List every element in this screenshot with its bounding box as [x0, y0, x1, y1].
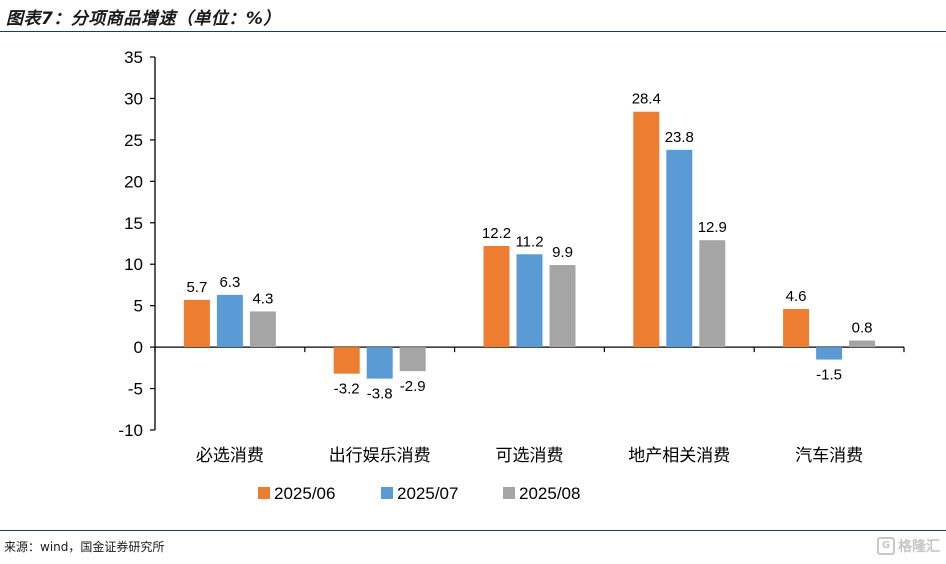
x-category-label: 地产相关消费	[628, 446, 730, 466]
data-label: 23.8	[665, 129, 694, 146]
bar	[333, 347, 360, 374]
data-label: 5.7	[186, 279, 207, 296]
bar	[216, 294, 243, 348]
y-tick-label: 25	[124, 131, 143, 150]
bar	[183, 299, 210, 348]
bar	[816, 347, 843, 360]
data-label: 4.6	[786, 288, 807, 305]
bar	[516, 254, 543, 348]
data-label: -2.9	[400, 378, 426, 395]
x-category-label: 必选消费	[196, 446, 264, 466]
bar	[699, 240, 726, 348]
y-tick-label: 5	[134, 297, 143, 316]
watermark-logo-icon: G	[877, 537, 895, 555]
y-tick-label: 10	[124, 255, 143, 274]
watermark: G 格隆汇	[877, 536, 940, 556]
x-category-label: 汽车消费	[795, 446, 863, 466]
legend-label: 2025/06	[274, 484, 335, 503]
x-category-label: 可选消费	[496, 446, 564, 466]
data-label: 0.8	[852, 319, 873, 336]
data-label: 28.4	[632, 91, 661, 108]
bar	[483, 245, 510, 348]
data-label: 11.2	[515, 233, 543, 250]
source-note: 来源：wind，国金证券研究所	[4, 540, 165, 554]
bar	[666, 149, 693, 348]
bar	[633, 111, 660, 348]
bar-chart: -10 -5 0 5 10 15 20 25 30 35 5.7 6.3 4.3 必选消费 -3.2 -3.8…	[118, 48, 905, 503]
bar	[783, 308, 810, 348]
y-tick-label: 35	[124, 48, 143, 67]
data-label: 12.2	[482, 225, 511, 242]
data-label: 6.3	[219, 274, 240, 291]
data-label: 9.9	[552, 244, 573, 261]
y-tick-label: -5	[128, 380, 143, 399]
legend-label: 2025/08	[519, 484, 580, 503]
bar	[249, 311, 276, 348]
y-tick-label: 20	[124, 172, 143, 191]
bar	[366, 347, 393, 379]
data-label: -3.2	[334, 381, 360, 398]
watermark-text: 格隆汇	[898, 539, 940, 555]
data-label: 4.3	[252, 290, 273, 307]
data-label: 12.9	[698, 219, 727, 236]
bottom-rule	[0, 530, 946, 531]
legend-label: 2025/07	[397, 484, 458, 503]
legend-swatch	[503, 487, 515, 499]
bar	[849, 340, 876, 348]
legend-swatch	[258, 487, 270, 499]
data-label: -3.8	[367, 386, 393, 403]
x-category-label: 出行娱乐消费	[329, 446, 431, 466]
data-label: -1.5	[816, 367, 842, 384]
y-tick-label: 30	[124, 89, 143, 108]
bar	[399, 347, 426, 372]
bar	[549, 265, 576, 348]
top-rule	[0, 31, 946, 32]
y-tick-label: 0	[134, 338, 143, 357]
y-tick-label: 15	[124, 214, 143, 233]
chart-title: 图表7：分项商品增速（单位：%）	[6, 9, 281, 29]
y-tick-label: -10	[118, 421, 143, 440]
legend-swatch	[381, 487, 393, 499]
